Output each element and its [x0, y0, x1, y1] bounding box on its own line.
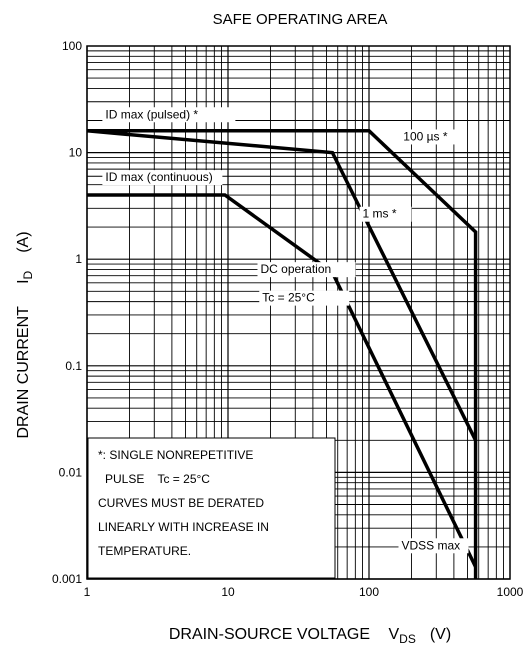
- curves: [86, 129, 478, 579]
- series-label-vdss: VDSS max: [401, 538, 460, 552]
- label-bg-dc_line2: [259, 290, 350, 306]
- x-tick-label: 1000: [497, 585, 524, 599]
- y-tick-label: 0.01: [59, 465, 83, 479]
- series-label-dc_line1: DC operation: [260, 262, 331, 276]
- note-line-1: *: SINGLE NONREPETITIVE: [98, 448, 253, 462]
- y-axis-title-subscript: D: [21, 270, 35, 279]
- svg-text:DRAIN CURRENT ID(A): DRAIN CURRENT ID (A): [15, 231, 35, 438]
- tick-labels: 1 10 100 1000 0.001 0.01 0.1 1 10 100: [52, 39, 524, 599]
- x-tick-label: 1: [84, 585, 91, 599]
- label-bg-us100: [400, 129, 461, 145]
- x-tick-label: 100: [359, 585, 379, 599]
- note-line-2: PULSE Tc = 25°C: [105, 472, 210, 486]
- y-tick-label: 1: [75, 252, 82, 266]
- note-text: *: SINGLE NONREPETITIVE PULSE Tc = 25°C …: [98, 448, 269, 558]
- series-labels: ID max (pulsed) * ID max (continuous) 100 …: [102, 107, 469, 554]
- x-axis-title-unit: (V): [430, 626, 451, 643]
- curve-1ms: [86, 129, 478, 442]
- label-bg-id_continuous: [102, 170, 223, 186]
- curve-dc: [87, 193, 478, 568]
- label-bg-ms1: [359, 206, 412, 222]
- x-tick-label: 10: [221, 585, 235, 599]
- y-tick-label: 0.1: [65, 359, 82, 373]
- y-axis-title-main: DRAIN CURRENT: [15, 306, 32, 439]
- series-label-us100: 100 µs *: [403, 129, 448, 143]
- note-box: [87, 437, 336, 579]
- note-line-5: TEMPERATURE.: [98, 544, 191, 558]
- series-label-id_pulsed: ID max (pulsed) *: [105, 107, 198, 121]
- series-label-id_continuous: ID max (continuous): [105, 170, 212, 184]
- label-bg-dc_line1: [257, 262, 356, 278]
- series-label-ms1: 1 ms *: [363, 207, 397, 221]
- label-bg-id_pulsed: [102, 107, 236, 123]
- note-line-4: LINEARLY WITH INCREASE IN: [98, 520, 269, 534]
- curve-100us: [87, 129, 478, 579]
- x-axis-title-subscript: DS: [399, 632, 416, 646]
- y-tick-label: 10: [69, 146, 83, 160]
- x-axis-title-main: DRAIN-SOURCE VOLTAGE: [169, 626, 370, 643]
- x-axis-title: DRAIN-SOURCE VOLTAGE VDS (V): [169, 626, 451, 646]
- y-axis-title-symbol: I: [15, 279, 32, 283]
- plot-frame: [86, 45, 511, 580]
- y-axis-title-unit: (A): [15, 231, 32, 252]
- note-line-3: CURVES MUST BE DERATED: [98, 496, 264, 510]
- y-axis-title: DRAIN CURRENT ID (A): [15, 231, 35, 438]
- y-tick-label: 0.001: [52, 572, 82, 586]
- label-bg-vdss: [398, 538, 469, 554]
- chart-title: SAFE OPERATING AREA: [213, 11, 388, 28]
- y-tick-label: 100: [62, 39, 82, 53]
- x-axis-title-symbol: V: [389, 626, 400, 643]
- series-label-dc_line2: Tc = 25°C: [262, 291, 315, 305]
